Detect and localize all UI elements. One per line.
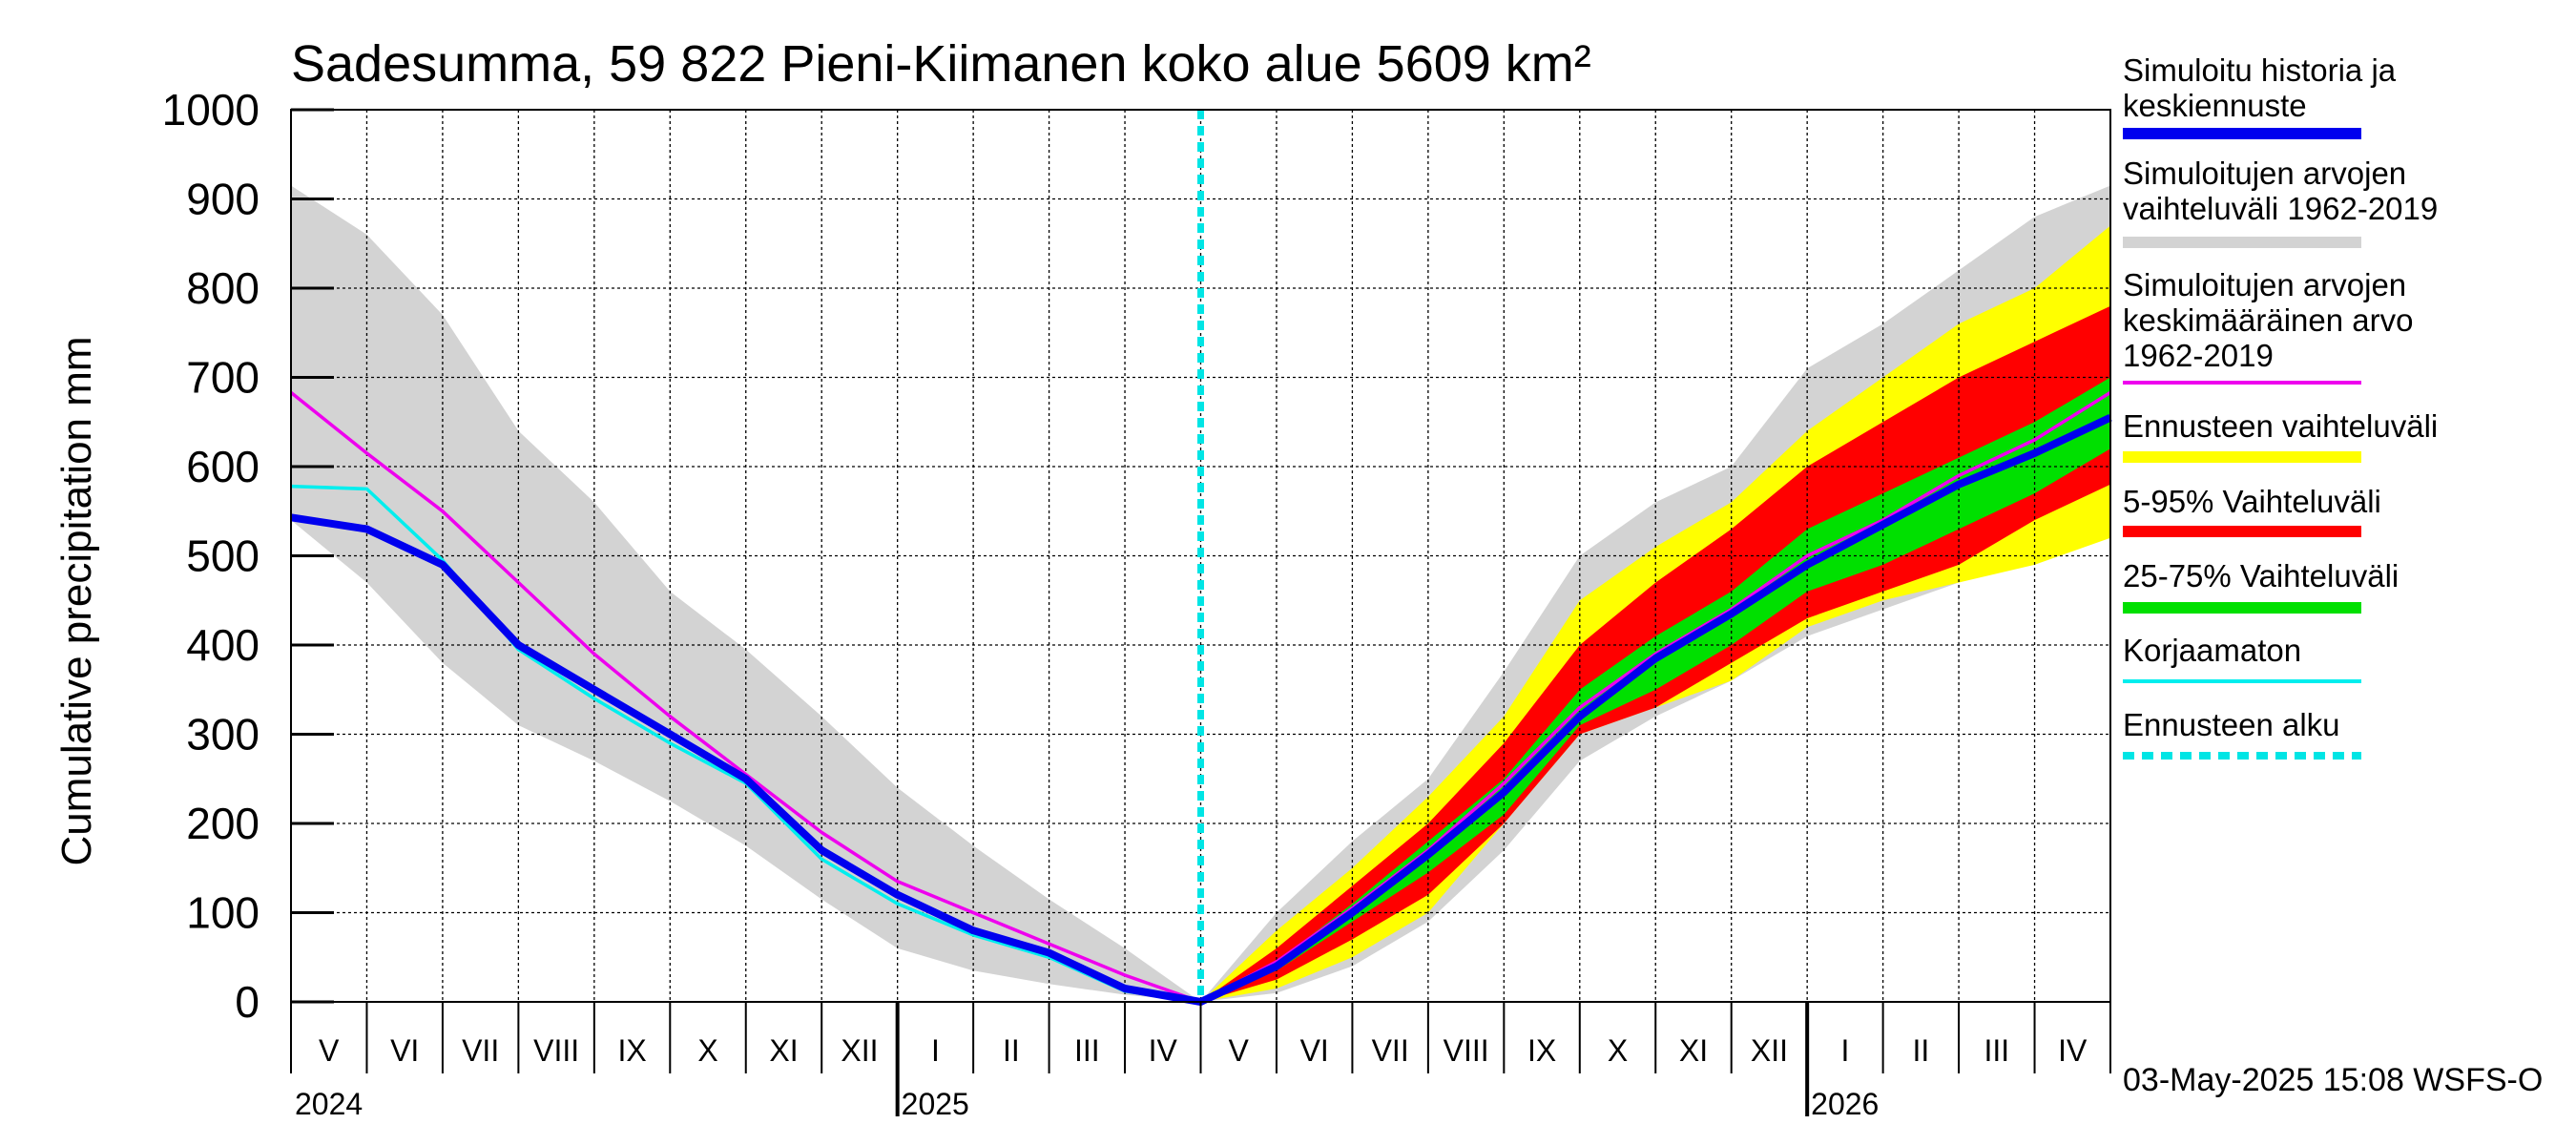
legend-label: 25-75% Vaihteluväli — [2123, 558, 2399, 593]
month-label: XI — [769, 1033, 798, 1068]
year-label: 2026 — [1811, 1087, 1879, 1121]
legend-item: Korjaamaton — [2123, 633, 2361, 683]
month-label: I — [1840, 1033, 1849, 1068]
legend-label: 5-95% Vaihteluväli — [2123, 484, 2381, 519]
legend-label: Ennusteen vaihteluväli — [2123, 408, 2438, 444]
legend-label: keskiennuste — [2123, 88, 2307, 123]
month-label: III — [1074, 1033, 1100, 1068]
y-tick-label: 100 — [186, 888, 260, 938]
legend-label: Simuloitujen arvojen — [2123, 156, 2406, 191]
month-label: III — [1984, 1033, 2009, 1068]
month-label: V — [319, 1033, 340, 1068]
legend-label: 1962-2019 — [2123, 338, 2274, 373]
y-tick-label: 900 — [186, 175, 260, 224]
legend-item: Ennusteen alku — [2123, 707, 2361, 760]
month-label: IX — [1527, 1033, 1556, 1068]
month-label: II — [1003, 1033, 1020, 1068]
month-label: VIII — [1444, 1033, 1489, 1068]
month-label: II — [1912, 1033, 1929, 1068]
month-label: VIII — [533, 1033, 579, 1068]
month-label: XII — [841, 1033, 878, 1068]
month-label: IX — [617, 1033, 646, 1068]
month-label: IV — [1149, 1033, 1178, 1068]
legend-item: 25-75% Vaihteluväli — [2123, 558, 2399, 614]
y-tick-label: 800 — [186, 263, 260, 313]
legend-label: Korjaamaton — [2123, 633, 2301, 668]
legend-item: Ennusteen vaihteluväli — [2123, 408, 2438, 463]
month-label: V — [1229, 1033, 1250, 1068]
month-label: VI — [390, 1033, 419, 1068]
month-label: VII — [462, 1033, 499, 1068]
y-axis-label: Cumulative precipitation mm — [53, 336, 100, 865]
legend-label: vaihteluväli 1962-2019 — [2123, 191, 2438, 226]
legend-item: 5-95% Vaihteluväli — [2123, 484, 2381, 537]
y-tick-label: 500 — [186, 531, 260, 581]
legend-label: keskimääräinen arvo — [2123, 302, 2413, 338]
y-tick-label: 600 — [186, 442, 260, 491]
timestamp: 03-May-2025 15:08 WSFS-O — [2123, 1062, 2543, 1098]
month-label: XI — [1679, 1033, 1708, 1068]
y-tick-label: 700 — [186, 353, 260, 403]
month-label: X — [697, 1033, 717, 1068]
month-label: IV — [2058, 1033, 2088, 1068]
month-label: VII — [1372, 1033, 1409, 1068]
month-label: I — [931, 1033, 940, 1068]
y-tick-label: 1000 — [162, 85, 260, 135]
month-label: XII — [1751, 1033, 1788, 1068]
chart-title: Sadesumma, 59 822 Pieni-Kiimanen koko al… — [291, 35, 1591, 93]
y-tick-label: 200 — [186, 799, 260, 848]
year-label: 2025 — [902, 1087, 969, 1121]
y-tick-label: 300 — [186, 710, 260, 760]
month-label: VI — [1300, 1033, 1329, 1068]
year-label: 2024 — [295, 1087, 363, 1121]
legend-label: Ennusteen alku — [2123, 707, 2340, 742]
month-label: X — [1608, 1033, 1628, 1068]
y-tick-label: 0 — [235, 977, 260, 1027]
y-tick-label: 400 — [186, 620, 260, 670]
legend-label: Simuloitu historia ja — [2123, 52, 2397, 88]
legend-label: Simuloitujen arvojen — [2123, 267, 2406, 302]
